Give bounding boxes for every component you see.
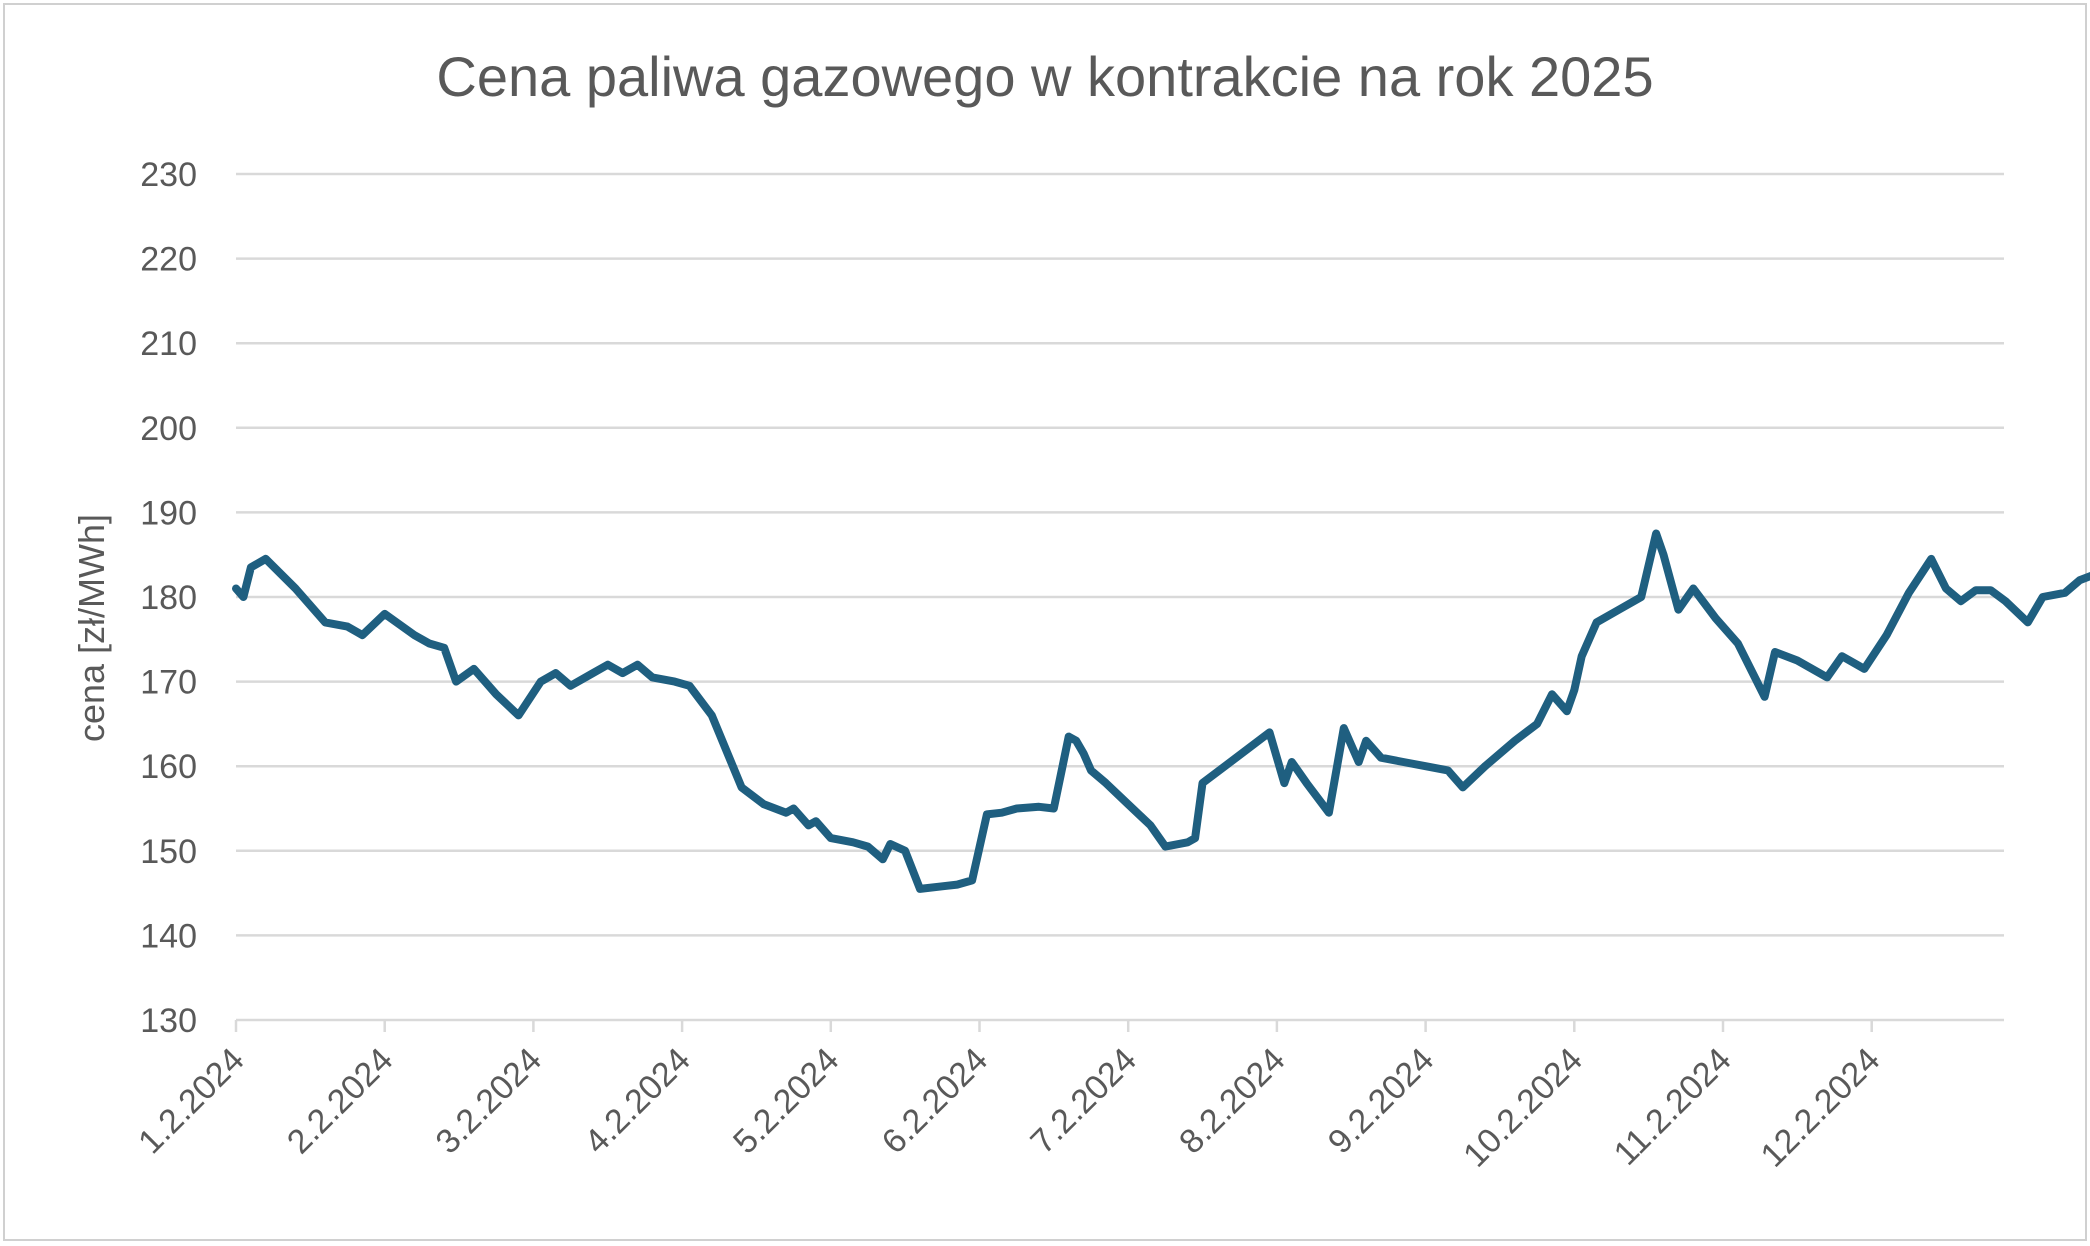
- x-tick-label: 9.2.2024: [1321, 1041, 1441, 1161]
- y-tick-label: 160: [140, 748, 197, 786]
- x-tick-label: 11.2.2024: [1607, 1041, 1739, 1173]
- chart-area: [3, 3, 2087, 1241]
- x-tick-label: 5.2.2024: [726, 1041, 846, 1161]
- x-tick-label: 8.2.2024: [1172, 1041, 1292, 1161]
- x-axis: [234, 1018, 2004, 1032]
- y-tick-label: 190: [140, 494, 197, 532]
- y-axis-tick-labels: 130 140 150 160 170 180 190 200 210 220 230: [140, 156, 197, 1040]
- y-tick-label: 200: [140, 410, 197, 448]
- y-tick-label: 220: [140, 241, 197, 279]
- y-tick-label: 210: [140, 325, 197, 363]
- x-tick-label: 6.2.2024: [875, 1041, 995, 1161]
- series-group: [232, 529, 2090, 893]
- y-tick-label: 140: [140, 917, 197, 955]
- y-tick-label: 180: [140, 579, 197, 617]
- x-tick-label: 1.2.2024: [131, 1041, 251, 1161]
- y-tick-label: 130: [140, 1002, 197, 1040]
- x-tick-label: 3.2.2024: [429, 1041, 549, 1161]
- x-tick-label: 4.2.2024: [577, 1041, 697, 1161]
- chart-title: Cena paliwa gazowego w kontrakcie na rok…: [436, 45, 1654, 108]
- x-tick-label: 2.2.2024: [280, 1041, 400, 1161]
- price-series-line: [232, 529, 2090, 893]
- x-tick-label: 7.2.2024: [1023, 1041, 1143, 1161]
- x-tick-label: 10.2.2024: [1456, 1041, 1590, 1175]
- y-axis-label: cena [zł/MWh]: [71, 514, 112, 742]
- y-tick-label: 230: [140, 156, 197, 194]
- x-axis-tick-labels: 1.2.2024 2.2.2024 3.2.2024 4.2.2024 5.2.2024…: [131, 1041, 1887, 1175]
- x-tick-label: 12.2.2024: [1754, 1041, 1888, 1175]
- y-tick-label: 150: [140, 833, 197, 871]
- y-tick-label: 170: [140, 664, 197, 702]
- gridlines: [236, 172, 2004, 937]
